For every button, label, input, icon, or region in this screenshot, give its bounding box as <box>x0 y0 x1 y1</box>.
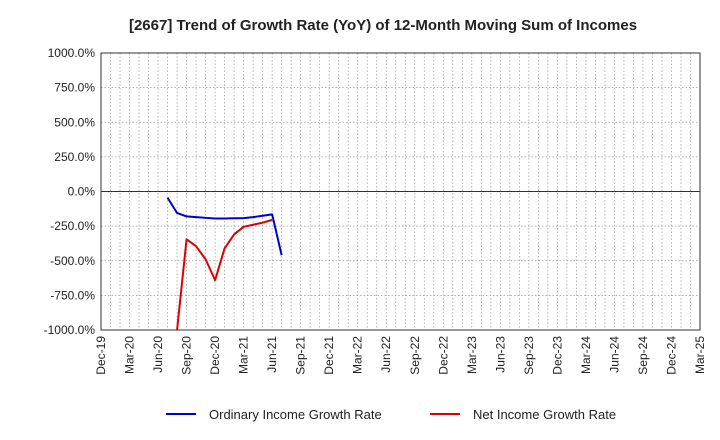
y-tick-label: -250.0% <box>50 219 95 233</box>
legend: Ordinary Income Growth Rate Net Income Gr… <box>166 407 616 422</box>
series-line <box>166 197 283 256</box>
y-tick-label: 750.0% <box>54 81 95 95</box>
x-tick-label: Jun-24 <box>607 336 621 373</box>
x-tick-label: Sep-22 <box>408 336 422 375</box>
x-tick-label: Dec-22 <box>436 336 450 375</box>
x-tick-label: Sep-24 <box>636 336 650 375</box>
x-tick-label: Sep-23 <box>522 336 536 375</box>
x-tick-label: Mar-22 <box>351 336 365 374</box>
grid-layer <box>100 52 701 331</box>
y-tick-label: 250.0% <box>54 150 95 164</box>
x-tick-label: Dec-23 <box>550 336 564 375</box>
x-tick-label: Dec-20 <box>208 336 222 375</box>
series-layer <box>166 197 283 330</box>
x-tick-label: Jun-22 <box>379 336 393 373</box>
x-tick-label: Mar-25 <box>693 336 707 374</box>
x-tick-label: Sep-21 <box>294 336 308 375</box>
y-tick-label: -750.0% <box>50 288 95 302</box>
x-tick-label: Mar-21 <box>237 336 251 374</box>
x-tick-label: Mar-20 <box>123 336 137 374</box>
x-tick-label: Sep-20 <box>180 336 194 375</box>
y-tick-label: 500.0% <box>54 115 95 129</box>
y-tick-label: 0.0% <box>68 185 96 199</box>
x-tick-label: Jun-23 <box>493 336 507 373</box>
x-tick-label: Mar-24 <box>579 336 593 374</box>
x-tick-label: Jun-20 <box>151 336 165 373</box>
chart-title: [2667] Trend of Growth Rate (YoY) of 12-… <box>129 17 637 34</box>
y-tick-label: -1000.0% <box>44 323 96 337</box>
series-line <box>176 218 273 330</box>
x-tick-label: Dec-21 <box>322 336 336 375</box>
legend-label: Ordinary Income Growth Rate <box>209 407 382 422</box>
axis-layer: 1000.0% 750.0% 500.0% 250.0% 0.0% -250.0% -500… <box>44 46 707 375</box>
x-tick-label: Dec-19 <box>94 336 108 375</box>
x-tick-label: Mar-23 <box>465 336 479 374</box>
legend-label: Net Income Growth Rate <box>473 407 616 422</box>
plot-border <box>100 52 701 331</box>
y-tick-label: 1000.0% <box>48 46 96 60</box>
y-tick-label: -500.0% <box>50 254 95 268</box>
x-tick-label: Jun-21 <box>265 336 279 373</box>
x-tick-label: Dec-24 <box>664 336 678 375</box>
